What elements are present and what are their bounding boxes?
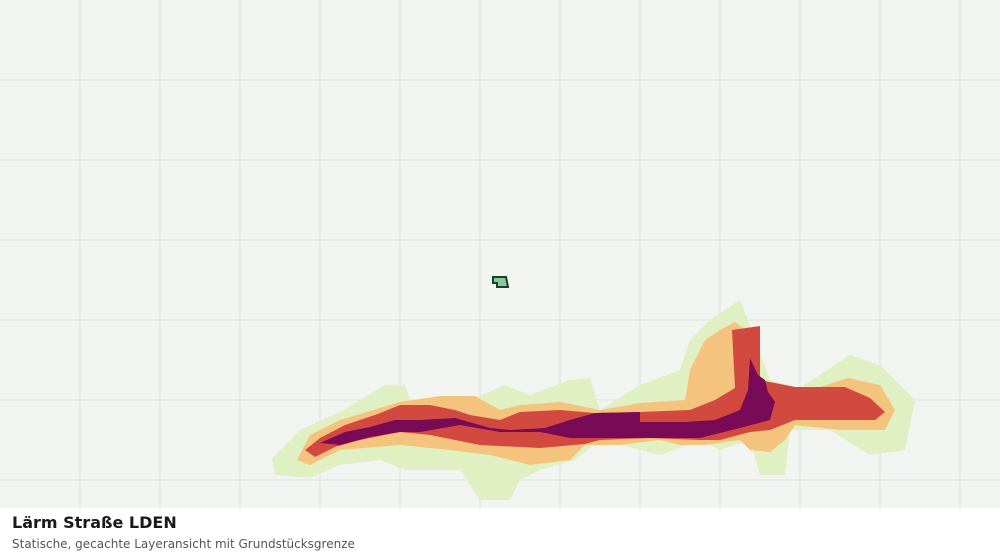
- parcel-boundary[interactable]: [492, 276, 510, 288]
- footer: [0, 508, 1000, 560]
- layer-title: Lärm Straße LDEN: [12, 513, 177, 532]
- noise-zone-very-high: [320, 358, 775, 445]
- layer-subtitle: Statische, gecachte Layeransicht mit Gru…: [12, 537, 355, 551]
